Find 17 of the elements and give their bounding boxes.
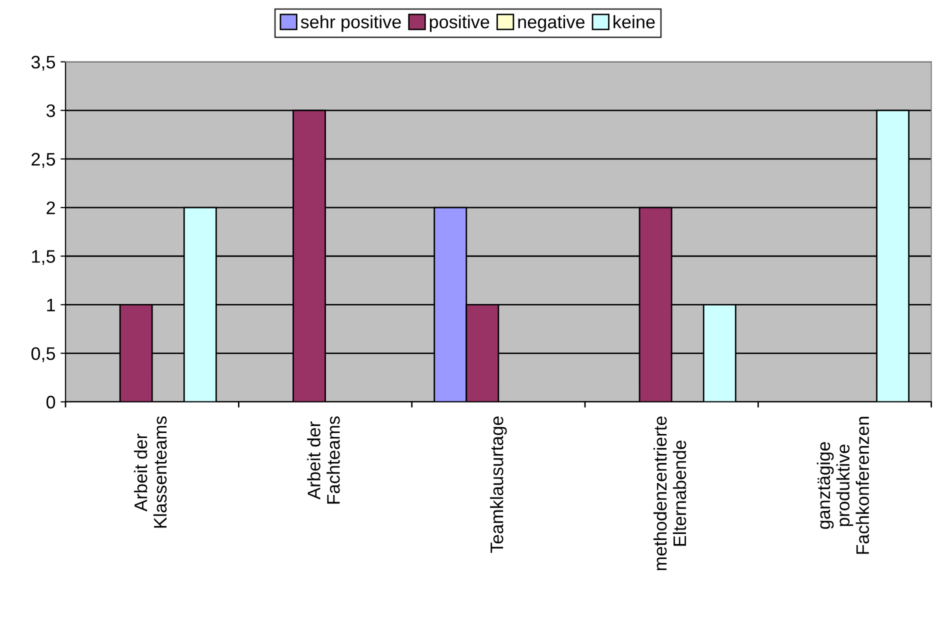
- legend-label: keine: [614, 15, 655, 28]
- y-tick-label: 3,5: [31, 56, 56, 71]
- legend-label: sehr positive: [300, 15, 401, 32]
- x-tick-label: methodenzentrierte Elternabende: [653, 416, 686, 570]
- y-tick-label: 2,5: [32, 152, 56, 168]
- x-tick-label: ganztägige produktive Fachkonferenzen: [816, 416, 870, 554]
- x-tick-label: Arbeit der Fachteams: [307, 416, 340, 504]
- y-tick-label: 1,5: [32, 250, 56, 265]
- y-tick-label: 3: [46, 104, 56, 118]
- x-tick-label: Teamklausurtage: [490, 416, 507, 553]
- y-tick-label: 2: [46, 201, 55, 214]
- y-tick-label: 1: [47, 298, 55, 312]
- legend-label: positive: [430, 15, 490, 32]
- legend-label: negative: [518, 15, 585, 32]
- y-tick-label: 0,5: [31, 347, 56, 362]
- y-tick-label: 0: [46, 396, 56, 409]
- x-tick-label: Arbeit der Klassenteams: [134, 416, 167, 528]
